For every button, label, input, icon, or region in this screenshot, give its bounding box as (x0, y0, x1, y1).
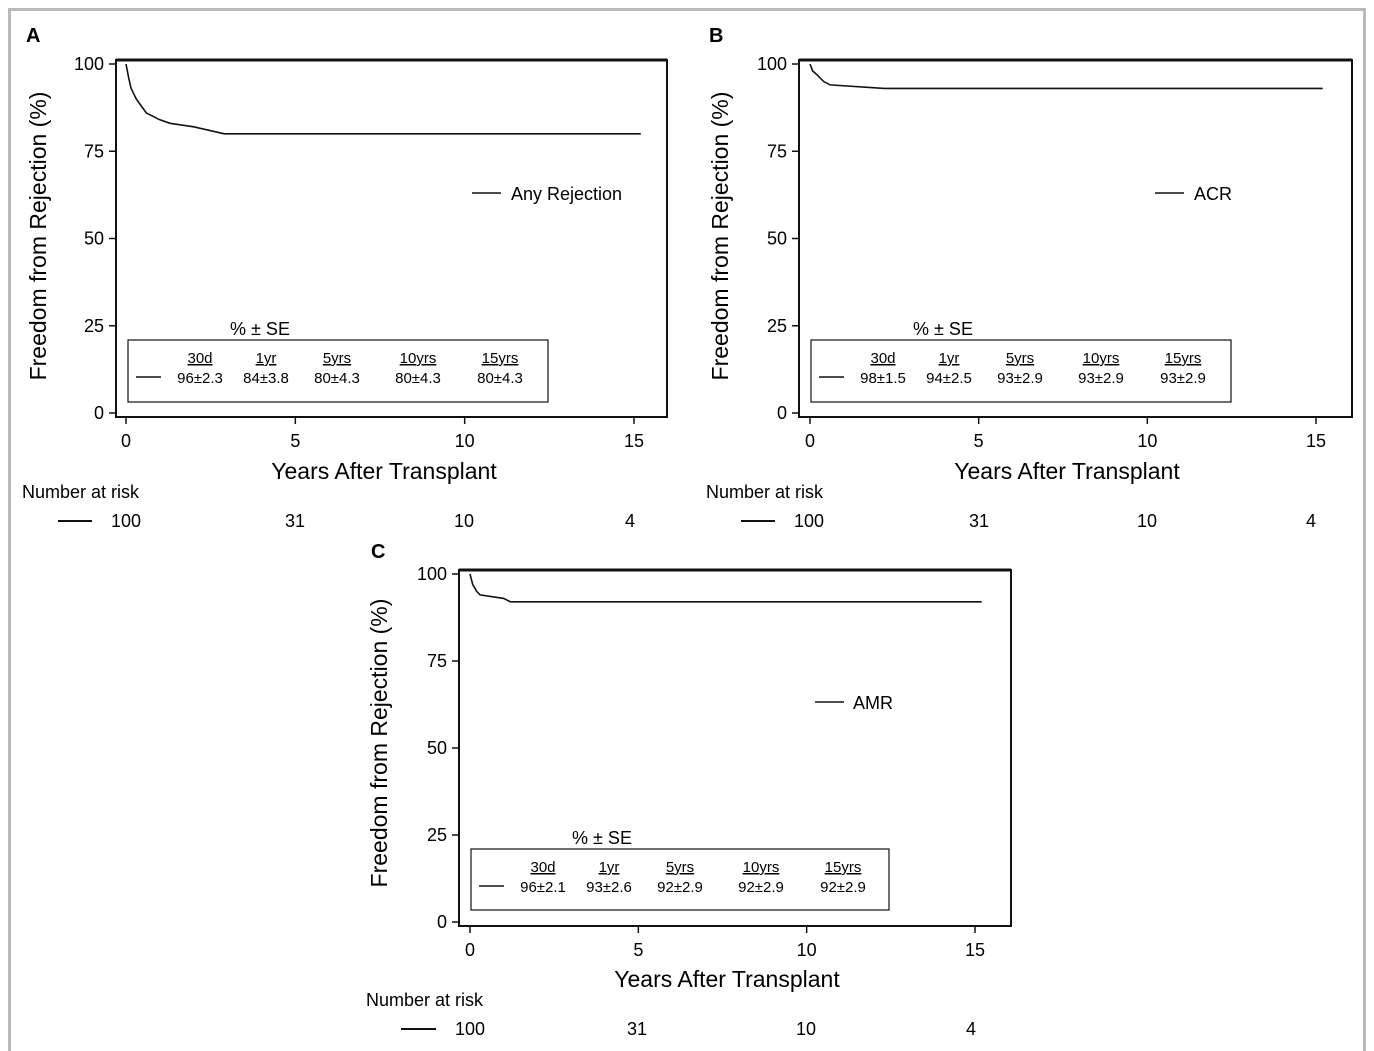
y-tick-label: 100 (417, 564, 447, 584)
y-tick-label: 0 (777, 403, 787, 423)
y-tick-label: 100 (74, 54, 104, 74)
table-header: 30d (530, 859, 555, 876)
legend-label: Any Rejection (511, 184, 622, 204)
table-value: 92±2.9 (820, 879, 866, 896)
y-tick-label: 75 (427, 651, 447, 671)
risk-value: 100 (455, 1019, 485, 1039)
y-tick-label: 100 (757, 54, 787, 74)
y-axis-label: Freedom from Rejection (%) (366, 599, 392, 888)
risk-value: 10 (796, 1019, 816, 1039)
risk-value: 31 (285, 511, 305, 531)
risk-value: 10 (454, 511, 474, 531)
table-value: 94±2.5 (926, 370, 972, 387)
series-line (125, 63, 641, 135)
panel-letter: C (371, 541, 385, 563)
table-header: 30d (187, 350, 212, 367)
x-tick-label: 15 (1306, 431, 1326, 451)
table-value: 96±2.3 (177, 370, 223, 387)
survival-table (470, 848, 890, 911)
risk-title: Number at risk (22, 482, 140, 502)
risk-value: 4 (1306, 511, 1316, 531)
table-value: 93±2.9 (1160, 370, 1206, 387)
table-value: 93±2.9 (1078, 370, 1124, 387)
table-header: 1yr (599, 859, 620, 876)
x-tick-label: 10 (455, 431, 475, 451)
figure-frame (8, 8, 1366, 1051)
table-value: 92±2.9 (738, 879, 784, 896)
y-tick-label: 25 (427, 825, 447, 845)
y-axis-label: Freedom from Rejection (%) (25, 92, 51, 381)
table-header: 10yrs (1083, 350, 1120, 367)
risk-title: Number at risk (366, 990, 484, 1010)
table-value: 84±3.8 (243, 370, 289, 387)
y-tick-label: 75 (767, 141, 787, 161)
y-tick-label: 0 (437, 912, 447, 932)
table-header: 15yrs (1165, 350, 1202, 367)
y-tick-label: 50 (84, 229, 104, 249)
table-value: 96±2.1 (520, 879, 566, 896)
x-tick-label: 5 (633, 940, 643, 960)
legend-label: ACR (1194, 184, 1232, 204)
risk-value: 100 (111, 511, 141, 531)
table-header: 5yrs (666, 859, 694, 876)
table-value: 80±4.3 (477, 370, 523, 387)
risk-value: 10 (1137, 511, 1157, 531)
table-header: 5yrs (323, 350, 351, 367)
x-axis-label: Years After Transplant (614, 966, 840, 992)
risk-value: 4 (625, 511, 635, 531)
table-title: % ± SE (913, 319, 973, 339)
risk-value: 100 (794, 511, 824, 531)
table-value: 80±4.3 (314, 370, 360, 387)
risk-title: Number at risk (706, 482, 824, 502)
x-tick-label: 0 (121, 431, 131, 451)
panel-c: C 0 25 50 75 100 0 5 10 15 Freedom from Rejection … (366, 541, 1012, 1039)
table-header: 15yrs (825, 859, 862, 876)
table-header: 30d (870, 350, 895, 367)
y-tick-label: 50 (767, 229, 787, 249)
x-tick-label: 10 (797, 940, 817, 960)
risk-value: 31 (969, 511, 989, 531)
survival-table (127, 339, 549, 403)
panel-letter: B (709, 25, 723, 47)
survival-table (810, 339, 1232, 403)
x-tick-label: 5 (290, 431, 300, 451)
series-line (809, 63, 1323, 90)
x-tick-label: 10 (1137, 431, 1157, 451)
x-axis-label: Years After Transplant (271, 458, 497, 484)
risk-value: 4 (966, 1019, 976, 1039)
x-axis-label: Years After Transplant (954, 458, 1180, 484)
x-tick-label: 15 (965, 940, 985, 960)
table-value: 93±2.9 (997, 370, 1043, 387)
table-value: 98±1.5 (860, 370, 906, 387)
y-axis-label: Freedom from Rejection (%) (707, 92, 733, 381)
panel-a: A 0 25 50 75 100 0 5 10 15 Freedom from Rejection … (22, 25, 668, 531)
y-tick-label: 0 (94, 403, 104, 423)
panel-b: B 0 25 50 75 100 0 5 10 15 Freedom from Rejection … (706, 25, 1353, 531)
table-title: % ± SE (230, 319, 290, 339)
y-tick-label: 25 (84, 316, 104, 336)
y-tick-label: 25 (767, 316, 787, 336)
y-tick-label: 50 (427, 738, 447, 758)
x-tick-label: 0 (805, 431, 815, 451)
table-value: 93±2.6 (586, 879, 632, 896)
table-value: 80±4.3 (395, 370, 441, 387)
table-title: % ± SE (572, 828, 632, 848)
table-header: 10yrs (400, 350, 437, 367)
table-header: 1yr (256, 350, 277, 367)
risk-value: 31 (627, 1019, 647, 1039)
table-value: 92±2.9 (657, 879, 703, 896)
x-tick-label: 0 (465, 940, 475, 960)
table-header: 1yr (939, 350, 960, 367)
table-header: 5yrs (1006, 350, 1034, 367)
x-tick-label: 5 (974, 431, 984, 451)
table-header: 10yrs (743, 859, 780, 876)
x-tick-label: 15 (624, 431, 644, 451)
table-header: 15yrs (482, 350, 519, 367)
y-tick-label: 75 (84, 141, 104, 161)
legend-label: AMR (853, 693, 893, 713)
series-line (469, 573, 982, 603)
panel-letter: A (26, 25, 40, 47)
